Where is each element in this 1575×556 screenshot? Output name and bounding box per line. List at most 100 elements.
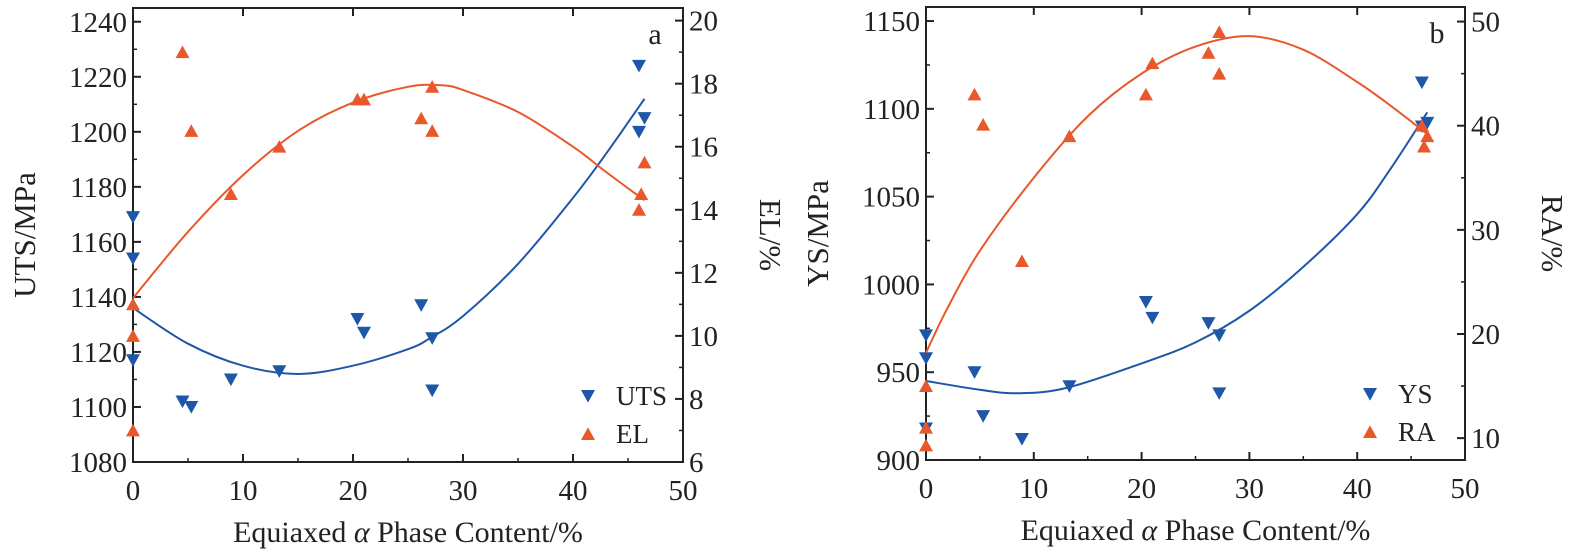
data-point-el <box>223 187 238 200</box>
y2-tick-label: 14 <box>689 195 719 227</box>
y-tick-label: 900 <box>877 445 921 477</box>
panel-label: a <box>648 18 661 51</box>
y-tick-label: 1000 <box>862 269 920 301</box>
data-point-ra <box>1138 87 1153 101</box>
y-tick-label: 1080 <box>69 447 127 479</box>
data-point-ra <box>1201 46 1216 59</box>
data-point-ra <box>1417 139 1432 153</box>
y2-axis-label: EL/% <box>753 199 788 271</box>
y-axis-label: UTS/MPa <box>7 172 42 298</box>
y2-tick-label: 8 <box>689 384 704 416</box>
y2-tick-label: 50 <box>1471 7 1500 39</box>
data-point-ys <box>976 410 991 423</box>
legend-label-el: EL <box>616 419 649 449</box>
x-axis-label: Equiaxed α Phase Content/% <box>1021 514 1371 547</box>
x-tick-label: 40 <box>559 475 588 507</box>
x-tick-label: 50 <box>1451 473 1480 505</box>
x-tick-label: 0 <box>919 473 934 505</box>
y2-tick-label: 40 <box>1471 111 1500 143</box>
data-point-ys <box>1145 311 1160 325</box>
data-point-ys <box>1138 296 1153 309</box>
data-point-ys <box>1212 387 1227 400</box>
data-point-el <box>126 329 140 342</box>
x-axis-label: Equiaxed α Phase Content/% <box>233 516 583 549</box>
fit-curve-uts <box>132 98 646 375</box>
fit-curve-ra <box>925 35 1428 354</box>
data-point-uts <box>184 401 199 414</box>
y2-tick-label: 30 <box>1471 215 1500 247</box>
y-axis-label: YS/MPa <box>800 180 835 287</box>
x-tick-label: 20 <box>339 475 368 507</box>
data-point-uts <box>272 365 287 378</box>
legend-marker-el <box>581 427 595 440</box>
x-tick-label: 40 <box>1343 473 1372 505</box>
legend-label-ys: YS <box>1398 379 1433 409</box>
y-tick-label: 1050 <box>862 182 920 214</box>
data-point-el <box>126 297 140 311</box>
y-tick-label: 1140 <box>70 282 127 314</box>
data-point-uts <box>350 312 365 326</box>
fit-curve-ys <box>925 111 1429 395</box>
panel-label: b <box>1430 17 1445 50</box>
data-point-uts <box>126 252 140 266</box>
data-point-el <box>272 140 287 153</box>
data-point-el <box>414 111 429 125</box>
data-point-el <box>425 124 440 137</box>
data-point-ra <box>1145 56 1160 70</box>
data-point-ra <box>976 118 991 131</box>
y2-tick-label: 12 <box>689 258 718 290</box>
x-tick-label: 0 <box>126 475 141 507</box>
data-point-ra <box>1420 129 1435 143</box>
panel-b: 0 10 20 30 40 50 900 950 1000 1050 1100 1150 10 20 30 4… <box>800 6 1570 547</box>
data-point-ra <box>919 421 933 434</box>
data-point-ys <box>919 329 933 342</box>
data-point-el <box>425 80 440 93</box>
data-point-el <box>637 155 652 169</box>
y-tick-label: 1160 <box>70 227 127 259</box>
x-tick-label: 20 <box>1127 473 1156 505</box>
y2-tick-label: 18 <box>689 69 718 101</box>
data-point-uts <box>632 59 646 73</box>
data-point-uts <box>414 299 429 312</box>
data-point-el <box>634 187 649 200</box>
data-point-ra <box>1062 129 1077 143</box>
data-point-ra <box>1212 25 1227 38</box>
y-tick-label: 950 <box>877 357 921 389</box>
fit-curve-el <box>132 83 646 299</box>
data-point-ys <box>919 352 933 365</box>
y2-tick-label: 20 <box>689 6 718 38</box>
data-point-uts <box>637 112 652 125</box>
data-point-ys <box>1062 380 1077 393</box>
data-point-el <box>175 45 190 59</box>
y-tick-label: 1120 <box>70 337 127 369</box>
data-point-ra <box>1414 119 1429 132</box>
data-point-uts <box>357 326 371 340</box>
data-point-el <box>357 92 371 106</box>
y2-tick-label: 16 <box>689 132 718 164</box>
data-point-ra <box>967 87 982 101</box>
y-tick-label: 1100 <box>863 94 920 126</box>
legend-marker-uts <box>581 390 595 403</box>
data-point-ys <box>967 366 982 379</box>
data-point-ys <box>1420 116 1435 130</box>
y-tick-label: 1220 <box>69 62 127 94</box>
y-tick-label: 1240 <box>69 7 127 39</box>
y2-tick-label: 20 <box>1471 319 1500 351</box>
data-point-el <box>126 423 140 437</box>
x-tick-label: 50 <box>669 475 698 507</box>
y-tick-label: 1180 <box>70 172 127 204</box>
y-tick-label: 1200 <box>69 117 127 149</box>
x-tick-label: 10 <box>1019 473 1048 505</box>
data-point-ys <box>1414 76 1429 90</box>
data-point-uts <box>223 373 238 387</box>
data-point-el <box>632 203 646 216</box>
legend-marker-ys <box>1363 388 1377 401</box>
data-point-uts <box>425 332 440 345</box>
panel-a: 0 10 20 30 40 50 1080 1100 1120 1140 1160 1180 1200 1… <box>7 6 788 549</box>
data-point-uts <box>126 211 140 224</box>
data-point-ra <box>1212 66 1227 80</box>
data-point-ys <box>1212 329 1227 342</box>
data-point-uts <box>425 384 440 398</box>
data-point-ra <box>1014 254 1029 268</box>
